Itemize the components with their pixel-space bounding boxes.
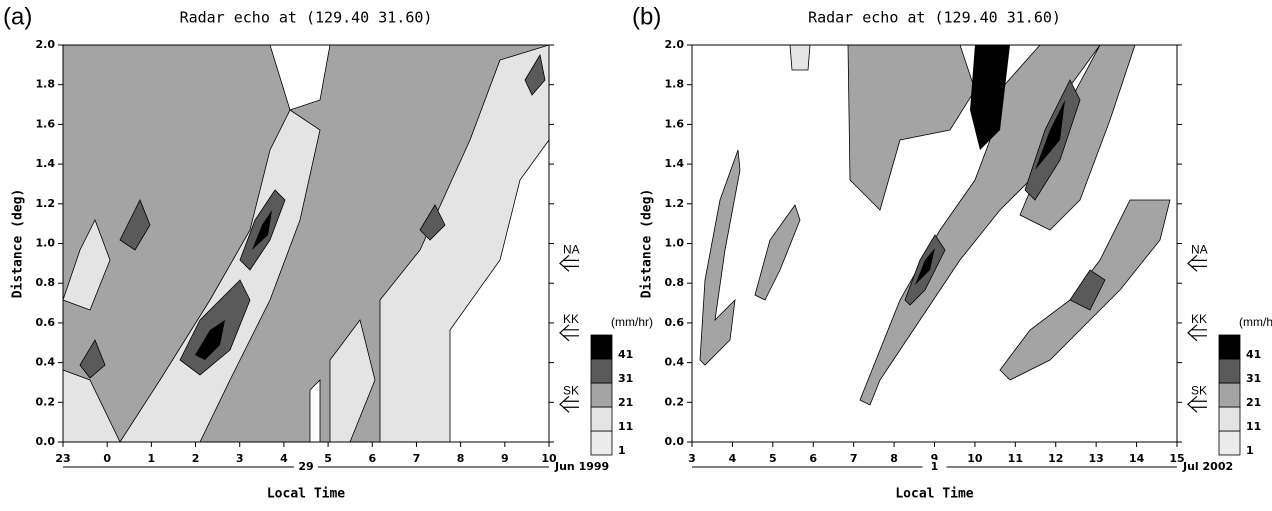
y-tick-label: 0.8 bbox=[665, 276, 685, 289]
x-tick-label: 23 bbox=[55, 452, 70, 465]
x-tick-label: 4 bbox=[729, 452, 737, 465]
legend-level: 31 bbox=[1246, 372, 1261, 385]
y-tick-label: 1.8 bbox=[665, 78, 685, 91]
chart-title: Radar echo at (129.40 31.60) bbox=[808, 9, 1061, 27]
y-tick-label: 1.0 bbox=[36, 237, 56, 250]
legend-swatch bbox=[590, 334, 613, 360]
contour-field-b bbox=[699, 44, 1171, 406]
station-label: NA bbox=[1191, 243, 1208, 257]
y-axis-label: Distance (deg) bbox=[11, 189, 26, 299]
y-tick-label: 1.6 bbox=[36, 117, 56, 130]
legend-level: 11 bbox=[618, 420, 633, 433]
y-tick-label: 2.0 bbox=[665, 38, 685, 51]
station-arrow bbox=[1187, 324, 1207, 342]
date-day: 29 bbox=[298, 460, 313, 473]
x-tick-label: 15 bbox=[1169, 452, 1184, 465]
station-arrow bbox=[1187, 395, 1207, 413]
y-tick-label: 1.0 bbox=[665, 237, 685, 250]
x-tick-label: 13 bbox=[1089, 452, 1104, 465]
y-tick-label: 1.2 bbox=[36, 197, 56, 210]
y-tick-label: 2.0 bbox=[36, 38, 56, 51]
legend-swatch bbox=[590, 358, 613, 384]
x-tick-label: 10 bbox=[541, 452, 557, 465]
legend-swatch bbox=[1218, 334, 1241, 360]
date-day-bg bbox=[294, 460, 318, 474]
panel-label: (a) bbox=[3, 3, 32, 30]
x-tick-label: 5 bbox=[324, 452, 332, 465]
station-label: KK bbox=[563, 312, 579, 326]
y-tick-label: 0.6 bbox=[665, 316, 685, 329]
y-tick-label: 0.0 bbox=[665, 435, 685, 448]
x-tick-label: 0 bbox=[103, 452, 111, 465]
x-tick-label: 7 bbox=[850, 452, 858, 465]
legend-level: 41 bbox=[618, 348, 633, 361]
contour-field-a bbox=[62, 44, 550, 443]
x-tick-label: 6 bbox=[809, 452, 817, 465]
y-tick-label: 0.6 bbox=[36, 316, 56, 329]
station-arrow bbox=[559, 254, 579, 272]
legend-swatch bbox=[1218, 382, 1241, 408]
x-tick-label: 3 bbox=[688, 452, 696, 465]
x-tick-label: 8 bbox=[457, 452, 465, 465]
x-tick-label: 1 bbox=[148, 452, 156, 465]
y-tick-label: 1.2 bbox=[665, 197, 685, 210]
x-tick-label: 9 bbox=[931, 452, 939, 465]
x-tick-label: 4 bbox=[280, 452, 288, 465]
chart-title: Radar echo at (129.40 31.60) bbox=[180, 9, 433, 27]
y-tick-label: 0.0 bbox=[36, 435, 56, 448]
station-label: NA bbox=[563, 243, 580, 257]
y-tick-label: 0.4 bbox=[36, 356, 56, 369]
y-tick-label: 0.4 bbox=[665, 356, 685, 369]
y-axis-label: Distance (deg) bbox=[640, 189, 655, 299]
legend-level: 1 bbox=[618, 444, 626, 457]
x-tick-label: 7 bbox=[413, 452, 421, 465]
x-tick-label: 10 bbox=[967, 452, 983, 465]
x-tick-label: 11 bbox=[1008, 452, 1023, 465]
legend-swatch bbox=[590, 406, 613, 432]
station-arrow bbox=[559, 395, 579, 413]
legend-swatch bbox=[590, 382, 613, 408]
station-label: SK bbox=[1191, 383, 1207, 397]
legend-level: 21 bbox=[1246, 396, 1261, 409]
y-tick-label: 1.4 bbox=[36, 157, 56, 170]
y-tick-label: 0.2 bbox=[36, 395, 56, 408]
date-day-bg bbox=[922, 460, 947, 474]
date-month: Jun 1999 bbox=[554, 460, 609, 473]
x-tick-label: 6 bbox=[368, 452, 376, 465]
station-arrow bbox=[1187, 254, 1207, 272]
date-day: 1 bbox=[931, 460, 939, 473]
y-tick-label: 0.2 bbox=[665, 395, 685, 408]
x-tick-label: 9 bbox=[501, 452, 509, 465]
legend-level: 1 bbox=[1246, 444, 1254, 457]
x-tick-label: 8 bbox=[890, 452, 898, 465]
legend-unit: (mm/hr) bbox=[1239, 315, 1272, 329]
x-axis-label: Local Time bbox=[895, 487, 973, 502]
legend-level: 11 bbox=[1246, 420, 1261, 433]
legend-level: 31 bbox=[618, 372, 633, 385]
y-tick-label: 1.8 bbox=[36, 78, 56, 91]
legend-swatch bbox=[590, 430, 613, 456]
x-tick-label: 3 bbox=[236, 452, 244, 465]
legend-swatch bbox=[1218, 358, 1241, 384]
date-month: Jul 2002 bbox=[1182, 460, 1233, 473]
legend-level: 41 bbox=[1246, 348, 1261, 361]
y-tick-label: 0.8 bbox=[36, 276, 56, 289]
legend-level: 21 bbox=[618, 396, 633, 409]
panel-label: (b) bbox=[632, 3, 661, 30]
legend-unit: (mm/hr) bbox=[611, 315, 653, 329]
legend-swatch bbox=[1218, 406, 1241, 432]
x-tick-label: 5 bbox=[769, 452, 777, 465]
x-tick-label: 14 bbox=[1129, 452, 1145, 465]
legend-swatch bbox=[1218, 430, 1241, 456]
x-tick-label: 2 bbox=[192, 452, 200, 465]
station-label: SK bbox=[563, 383, 579, 397]
station-arrow bbox=[559, 324, 579, 342]
station-label: KK bbox=[1191, 312, 1207, 326]
x-tick-label: 12 bbox=[1048, 452, 1063, 465]
y-tick-label: 1.4 bbox=[665, 157, 685, 170]
y-tick-label: 1.6 bbox=[665, 117, 685, 130]
x-axis-label: Local Time bbox=[267, 487, 345, 502]
